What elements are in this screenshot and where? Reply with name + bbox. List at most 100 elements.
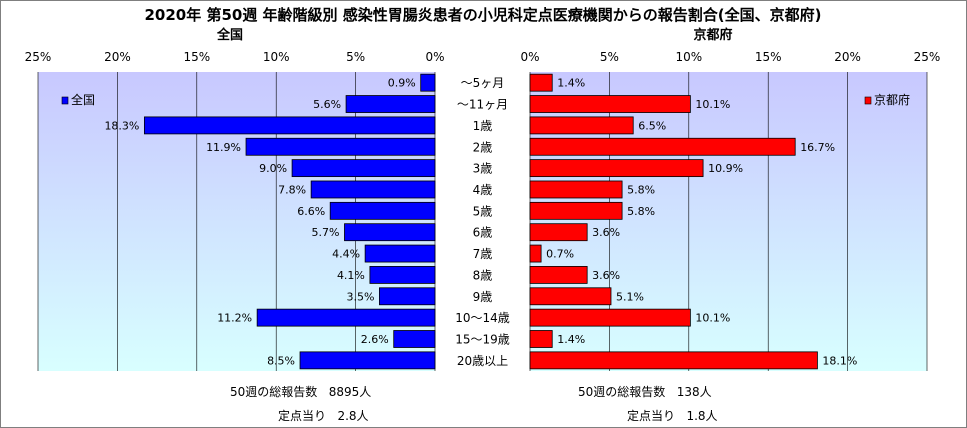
right-per-value: 1.8人 [686,409,718,423]
category-label: ～11ヶ月 [457,98,508,112]
national-data-label: 6.6% [297,205,325,218]
category-label: 10～14歳 [455,311,510,325]
kyoto-data-label: 10.9% [708,162,743,175]
legend-swatch-kyoto [864,96,872,105]
category-label: 7歳 [473,247,493,261]
category-label: 1歳 [473,119,493,133]
national-bar [369,266,436,284]
left-panel-title: 全国 [216,27,243,43]
national-data-label: 9.0% [259,162,287,175]
right-x-tick-label: 15% [755,50,782,64]
national-bar [393,330,436,348]
national-data-label: 11.9% [206,141,241,154]
right-x-tick-label: 20% [834,50,861,64]
kyoto-data-label: 16.7% [800,141,835,154]
left-x-tick-label: 20% [104,50,131,64]
kyoto-data-label: 0.7% [546,248,574,261]
category-label: 9歳 [473,290,493,304]
left-x-tick-label: 15% [183,50,210,64]
national-data-label: 7.8% [278,183,306,196]
kyoto-data-label: 5.8% [627,205,655,218]
category-label: 5歳 [473,204,493,218]
left-total-row: 50週の総報告数 8895人 [230,383,371,400]
national-data-label: 5.7% [312,226,340,239]
legend-label-kyoto: 京都府 [874,92,910,107]
national-data-label: 2.6% [361,333,389,346]
kyoto-bar [529,308,691,327]
national-data-label: 0.9% [388,77,416,90]
national-data-label: 18.3% [104,119,139,132]
kyoto-bar [529,223,588,242]
left-x-tick-label: 5% [346,50,365,64]
national-bar [291,159,436,178]
kyoto-bar [529,244,542,263]
kyoto-bar [529,180,623,199]
national-bar [364,244,436,263]
left-x-tick-label: 25% [25,50,52,64]
right-panel-title: 京都府 [693,27,732,43]
legend-swatch-national [61,96,69,105]
right-per-row: 定点当り 1.8人 [627,407,718,424]
national-bar [420,73,436,92]
category-label: 3歳 [473,162,493,176]
kyoto-data-label: 1.4% [557,77,585,90]
data-labels: 0.9% 1.4% 5.6% 10.1% 18.3% 6.5% 11.9% 16.7% 9.0%… [104,77,857,368]
national-data-label: 8.5% [267,354,295,367]
category-label: 8歳 [473,268,493,282]
chart-title: 2020年 第50週 年齢階級別 感染性胃腸炎患者の小児科定点医療機関からの報告… [144,6,821,24]
left-per-value: 2.8人 [337,409,369,423]
national-bar [310,180,436,199]
national-bar [329,201,436,220]
right-x-tick-label: 10% [675,50,702,64]
left-legend: 全国 [61,92,95,107]
right-total-value: 138人 [676,385,712,399]
kyoto-bar [529,287,612,306]
axis-tick-labels: 0% 0% 5% 5% 10% 10% 15% 15% 20% 20% 25% 25% [25,50,941,64]
right-legend: 京都府 [864,92,910,107]
bars [143,73,818,370]
kyoto-data-label: 10.1% [695,98,730,111]
left-x-tick-label: 10% [263,50,290,64]
national-bar [345,95,436,113]
kyoto-data-label: 1.4% [557,333,585,346]
kyoto-bar [529,351,818,370]
category-labels: ～5ヶ月 ～11ヶ月 1歳 2歳 3歳 4歳 5歳 6歳 7歳 8歳 9歳 10～14歳 15～19歳 2… [455,76,510,368]
kyoto-data-label: 5.8% [627,183,655,196]
national-data-label: 4.4% [332,248,360,261]
kyoto-bar [529,159,704,178]
kyoto-bar [529,330,553,348]
national-bar [299,351,436,370]
legend-label-national: 全国 [71,92,95,107]
national-bar [245,137,436,156]
kyoto-bar [529,116,634,135]
left-per-label: 定点当り [278,409,327,423]
category-label: 6歳 [473,226,493,240]
category-label: 15～19歳 [455,333,510,347]
kyoto-bar [529,137,796,156]
right-total-row: 50週の総報告数 138人 [578,383,712,400]
national-bar [379,287,436,306]
kyoto-data-label: 3.6% [592,269,620,282]
category-label: ～5ヶ月 [461,76,505,90]
category-label: 20歳以上 [457,354,508,368]
left-per-row: 定点当り 2.8人 [278,407,369,424]
right-total-label: 50週の総報告数 [578,385,666,399]
right-x-tick-label: 5% [600,50,619,64]
kyoto-data-label: 10.1% [695,312,730,325]
kyoto-bar [529,73,553,92]
national-bar [344,223,436,242]
kyoto-bar [529,95,691,113]
national-data-label: 4.1% [337,269,365,282]
national-bar [143,116,436,135]
category-label: 2歳 [473,140,493,154]
kyoto-data-label: 6.5% [638,119,666,132]
right-x-tick-label: 0% [520,50,539,64]
left-total-label: 50週の総報告数 [230,385,318,399]
national-data-label: 11.2% [217,312,252,325]
kyoto-bar [529,266,588,284]
right-per-label: 定点当り [627,409,676,423]
left-total-value: 8895人 [328,385,372,399]
kyoto-bar [529,201,623,220]
